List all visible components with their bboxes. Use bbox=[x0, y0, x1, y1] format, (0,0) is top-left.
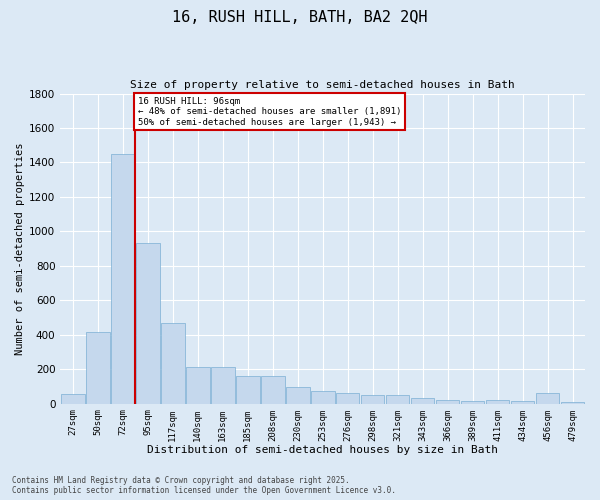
Bar bbox=[386, 395, 409, 404]
Bar bbox=[61, 394, 85, 404]
Bar bbox=[411, 398, 434, 404]
Bar bbox=[211, 366, 235, 404]
Bar bbox=[361, 395, 385, 404]
Bar bbox=[311, 391, 335, 404]
Bar bbox=[86, 332, 110, 404]
Text: 16, RUSH HILL, BATH, BA2 2QH: 16, RUSH HILL, BATH, BA2 2QH bbox=[172, 10, 428, 25]
Title: Size of property relative to semi-detached houses in Bath: Size of property relative to semi-detach… bbox=[130, 80, 515, 90]
Bar bbox=[261, 376, 284, 404]
Bar bbox=[511, 401, 535, 404]
Text: 16 RUSH HILL: 96sqm
← 48% of semi-detached houses are smaller (1,891)
50% of sem: 16 RUSH HILL: 96sqm ← 48% of semi-detach… bbox=[138, 97, 401, 127]
Bar bbox=[336, 392, 359, 404]
Text: Contains HM Land Registry data © Crown copyright and database right 2025.
Contai: Contains HM Land Registry data © Crown c… bbox=[12, 476, 396, 495]
Bar bbox=[186, 366, 209, 404]
Bar bbox=[136, 244, 160, 404]
Bar bbox=[286, 388, 310, 404]
Bar bbox=[485, 400, 509, 404]
Bar bbox=[111, 154, 134, 404]
X-axis label: Distribution of semi-detached houses by size in Bath: Distribution of semi-detached houses by … bbox=[147, 445, 498, 455]
Bar bbox=[461, 401, 484, 404]
Y-axis label: Number of semi-detached properties: Number of semi-detached properties bbox=[15, 142, 25, 355]
Bar bbox=[161, 322, 185, 404]
Bar bbox=[536, 394, 559, 404]
Bar bbox=[436, 400, 460, 404]
Bar bbox=[236, 376, 260, 404]
Bar bbox=[560, 402, 584, 404]
